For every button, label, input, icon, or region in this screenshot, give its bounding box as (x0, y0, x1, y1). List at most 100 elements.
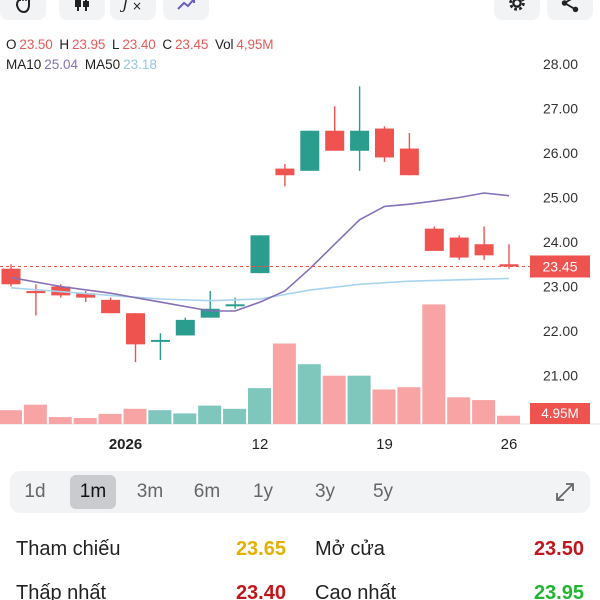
ma-legend: MA10 25.04 MA50 23.18 (6, 57, 160, 72)
indicator-button[interactable]: J × (110, 0, 156, 20)
hand-icon (16, 0, 30, 14)
low-value: 23.40 (122, 37, 156, 52)
volume-bar (123, 408, 147, 424)
volume-bar (248, 388, 271, 424)
volume-bar (173, 413, 197, 424)
candle-body (350, 130, 370, 151)
volume-bar (422, 304, 446, 424)
volume-bar (497, 415, 520, 424)
function-icon: J × (120, 0, 142, 13)
candle-body (26, 290, 46, 294)
svg-text:J: J (120, 0, 129, 13)
gear-icon (509, 0, 525, 11)
candle-body (399, 148, 419, 176)
volume-bar (322, 375, 346, 424)
candle-body (76, 293, 96, 298)
y-tick-label: 26.00 (543, 145, 578, 161)
expand-icon (556, 483, 574, 501)
y-tick-label: 27.00 (543, 101, 578, 117)
candle-body (250, 235, 270, 274)
candle-body (325, 130, 345, 151)
ma50-value: 23.18 (123, 57, 157, 72)
volume-bar (98, 413, 122, 424)
close-value: 23.45 (175, 37, 209, 52)
candle-body (1, 268, 21, 285)
y-tick-label: 25.00 (543, 190, 578, 206)
period-tab-1m[interactable]: 1m (70, 475, 116, 509)
candle-body (175, 319, 195, 336)
y-tick-label: 23.00 (543, 279, 578, 295)
candle-body (225, 304, 245, 307)
candle-body (474, 244, 494, 256)
high-label: H (59, 37, 70, 52)
drawing-tool-button[interactable] (163, 0, 209, 20)
volume-bar (297, 364, 321, 424)
period-tab-1y[interactable]: 1y (252, 481, 274, 502)
candle-body (375, 128, 394, 158)
y-tick-label: 24.00 (543, 234, 578, 250)
candle-body (449, 237, 469, 258)
volume-bar (198, 405, 222, 424)
period-tab-5y[interactable]: 5y (372, 481, 394, 502)
high-value: 23.95 (72, 37, 106, 52)
ma10-value: 25.04 (44, 57, 79, 72)
period-tab-6m[interactable]: 6m (193, 481, 221, 502)
share-button[interactable] (547, 0, 593, 20)
x-tick-label: 26 (501, 436, 518, 453)
candle-body (275, 168, 295, 176)
high-price-value: 23.95 (533, 582, 584, 600)
candle-body (126, 313, 145, 345)
ma10-label: MA10 (6, 57, 42, 72)
expand-button[interactable] (554, 481, 576, 508)
candle-body (200, 308, 220, 318)
open-value: 23.50 (19, 37, 53, 52)
current-price-tag (530, 255, 590, 278)
low-price-value: 23.40 (235, 582, 286, 600)
reference-price-label: Tham chiếu (16, 538, 121, 560)
low-price-label: Thấp nhất (16, 582, 107, 600)
y-tick-label: 22.00 (543, 323, 578, 339)
period-tab-3y[interactable]: 3y (314, 481, 336, 502)
period-selector: 1d 1m 3m 6m 1y 3y 5y (10, 471, 590, 513)
y-tick-label: 28.00 (543, 56, 578, 72)
hand-tool-button[interactable] (0, 0, 46, 20)
period-tab-1d[interactable]: 1d (24, 481, 46, 502)
volume-bar (347, 375, 371, 424)
volume-label: Vol (214, 37, 234, 52)
volume-bar (372, 389, 396, 424)
share-icon (561, 0, 579, 13)
price-chart[interactable]: 28.00 27.00 26.00 25.00 24.00 23.00 22.00 21.00… (0, 52, 600, 460)
candle-body (424, 228, 444, 251)
volume-bar (472, 400, 496, 424)
ma10-line (10, 192, 510, 312)
chart-toolbar: J × (0, 0, 600, 26)
current-volume-tag (530, 403, 590, 424)
period-tab-3m[interactable]: 3m (136, 481, 164, 502)
volume-bar (223, 408, 247, 424)
candlestick-type-button[interactable] (59, 0, 105, 20)
volume-bar (73, 418, 97, 424)
volume-bar (48, 417, 72, 424)
candle-body (150, 339, 170, 342)
candle-body (300, 130, 320, 171)
volume-bar (23, 404, 47, 424)
candle-body (499, 264, 519, 267)
x-tick-label: 2026 (109, 436, 142, 453)
ma50-label: MA50 (84, 57, 121, 72)
high-price-label: Cao nhất (315, 582, 397, 600)
settings-button[interactable] (494, 0, 540, 20)
x-tick-label: 19 (376, 436, 393, 453)
current-volume-label: 4.95M (541, 406, 579, 421)
svg-text:×: × (132, 0, 142, 13)
trend-icon (177, 0, 195, 10)
close-label: C (162, 37, 172, 52)
open-price-label: Mở cửa (315, 538, 385, 560)
volume-bar (272, 343, 296, 424)
volume-bar (148, 410, 172, 424)
reference-price-value: 23.65 (235, 538, 286, 560)
volume-value: 4,95M (236, 37, 274, 52)
volume-bar (447, 397, 471, 424)
candle-body (101, 299, 121, 314)
x-tick-label: 12 (252, 436, 269, 453)
current-price-label: 23.45 (542, 258, 577, 274)
